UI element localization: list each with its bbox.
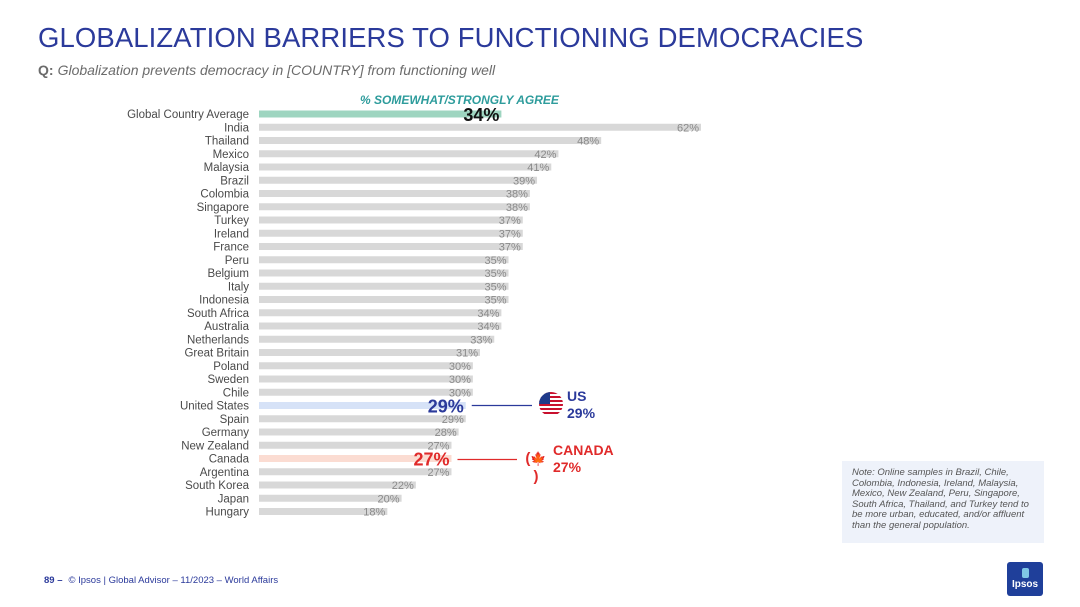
value-label-belgium: 35% xyxy=(484,268,506,280)
footer: 89 – © Ipsos | Global Advisor – 11/2023 –… xyxy=(44,575,278,586)
bar-thailand xyxy=(259,137,601,144)
category-label-france: France xyxy=(213,242,249,254)
value-label-germany: 28% xyxy=(435,427,457,439)
us-callout: US 29% xyxy=(567,388,595,422)
category-label-global-country-average: Global Country Average xyxy=(127,109,249,121)
us-flag-icon xyxy=(539,392,563,416)
category-label-thailand: Thailand xyxy=(205,136,249,148)
bar-colombia xyxy=(259,190,530,197)
value-label-thailand: 48% xyxy=(577,136,599,148)
category-label-india: India xyxy=(224,122,250,134)
bar-indonesia xyxy=(259,296,509,303)
category-label-chile: Chile xyxy=(223,387,249,399)
category-label-australia: Australia xyxy=(204,321,249,333)
value-label-south-korea: 22% xyxy=(392,480,414,492)
category-label-united-states: United States xyxy=(180,401,249,413)
category-label-germany: Germany xyxy=(202,427,250,439)
value-label-ireland: 37% xyxy=(499,228,521,240)
bar-poland xyxy=(259,362,473,369)
category-label-canada: Canada xyxy=(209,454,250,466)
bar-italy xyxy=(259,283,509,290)
category-label-ireland: Ireland xyxy=(214,228,249,240)
bar-germany xyxy=(259,429,459,436)
category-label-peru: Peru xyxy=(225,255,249,267)
bar-ireland xyxy=(259,230,523,237)
canada-callout: CANADA 27% xyxy=(553,442,614,476)
category-label-indonesia: Indonesia xyxy=(199,295,249,307)
canada-callout-value: 27% xyxy=(553,459,614,476)
value-label-brazil: 39% xyxy=(513,175,535,187)
us-callout-name: US xyxy=(567,388,595,405)
category-label-spain: Spain xyxy=(220,414,249,426)
page-number: 89 – xyxy=(44,575,63,586)
footer-source: © Ipsos | Global Advisor – 11/2023 – Wor… xyxy=(69,575,279,586)
category-label-japan: Japan xyxy=(218,493,249,505)
value-label-hungary: 18% xyxy=(363,507,385,519)
category-label-argentina: Argentina xyxy=(200,467,250,479)
bar-india xyxy=(259,124,701,131)
category-label-hungary: Hungary xyxy=(206,507,250,519)
category-label-south-korea: South Korea xyxy=(185,480,250,492)
value-label-italy: 35% xyxy=(484,281,506,293)
bar-turkey xyxy=(259,217,523,224)
bar-brazil xyxy=(259,177,537,184)
value-label-sweden: 30% xyxy=(449,374,471,386)
value-label-turkey: 37% xyxy=(499,215,521,227)
category-label-netherlands: Netherlands xyxy=(187,334,249,346)
bar-france xyxy=(259,243,523,250)
bar-sweden xyxy=(259,376,473,383)
category-label-brazil: Brazil xyxy=(220,175,249,187)
bar-chile xyxy=(259,389,473,396)
value-label-indonesia: 35% xyxy=(484,295,506,307)
bar-new-zealand xyxy=(259,442,451,449)
logo-text: Ipsos xyxy=(1012,579,1038,590)
bar-australia xyxy=(259,323,501,330)
value-label-netherlands: 33% xyxy=(470,334,492,346)
bar-malaysia xyxy=(259,164,551,171)
value-label-global-country-average: 34% xyxy=(463,105,499,125)
value-label-malaysia: 41% xyxy=(527,162,549,174)
category-label-malaysia: Malaysia xyxy=(204,162,250,174)
bar-singapore xyxy=(259,203,530,210)
canada-flag-icon: (🍁) xyxy=(524,450,548,468)
category-label-italy: Italy xyxy=(228,281,249,293)
category-label-belgium: Belgium xyxy=(207,268,249,280)
bar-argentina xyxy=(259,468,451,475)
bar-peru xyxy=(259,256,509,263)
us-callout-value: 29% xyxy=(567,405,595,422)
bar-belgium xyxy=(259,270,509,277)
value-label-poland: 30% xyxy=(449,361,471,373)
value-label-colombia: 38% xyxy=(506,189,528,201)
bar-mexico xyxy=(259,150,558,157)
methodology-note: Note: Online samples in Brazil, Chile, C… xyxy=(842,461,1044,543)
value-label-australia: 34% xyxy=(477,321,499,333)
value-label-peru: 35% xyxy=(484,255,506,267)
bar-spain xyxy=(259,415,466,422)
category-label-colombia: Colombia xyxy=(200,189,249,201)
category-label-great-britain: Great Britain xyxy=(184,348,249,360)
value-label-argentina: 27% xyxy=(427,467,449,479)
value-label-singapore: 38% xyxy=(506,202,528,214)
value-label-japan: 20% xyxy=(378,493,400,505)
ipsos-logo: Ipsos xyxy=(1007,562,1043,596)
category-label-poland: Poland xyxy=(213,361,249,373)
canada-callout-name: CANADA xyxy=(553,442,614,459)
category-label-turkey: Turkey xyxy=(214,215,249,227)
category-label-south-africa: South Africa xyxy=(187,308,250,320)
maple-leaf-icon: 🍁 xyxy=(530,450,546,468)
category-label-new-zealand: New Zealand xyxy=(181,440,249,452)
value-label-great-britain: 31% xyxy=(456,348,478,360)
category-label-singapore: Singapore xyxy=(197,202,249,214)
category-label-mexico: Mexico xyxy=(213,149,249,161)
value-label-france: 37% xyxy=(499,242,521,254)
bar-great-britain xyxy=(259,349,480,356)
value-label-south-africa: 34% xyxy=(477,308,499,320)
category-label-sweden: Sweden xyxy=(207,374,249,386)
bar-netherlands xyxy=(259,336,494,343)
value-label-spain: 29% xyxy=(442,414,464,426)
value-label-mexico: 42% xyxy=(534,149,556,161)
value-label-india: 62% xyxy=(677,122,699,134)
bar-south-africa xyxy=(259,309,501,316)
